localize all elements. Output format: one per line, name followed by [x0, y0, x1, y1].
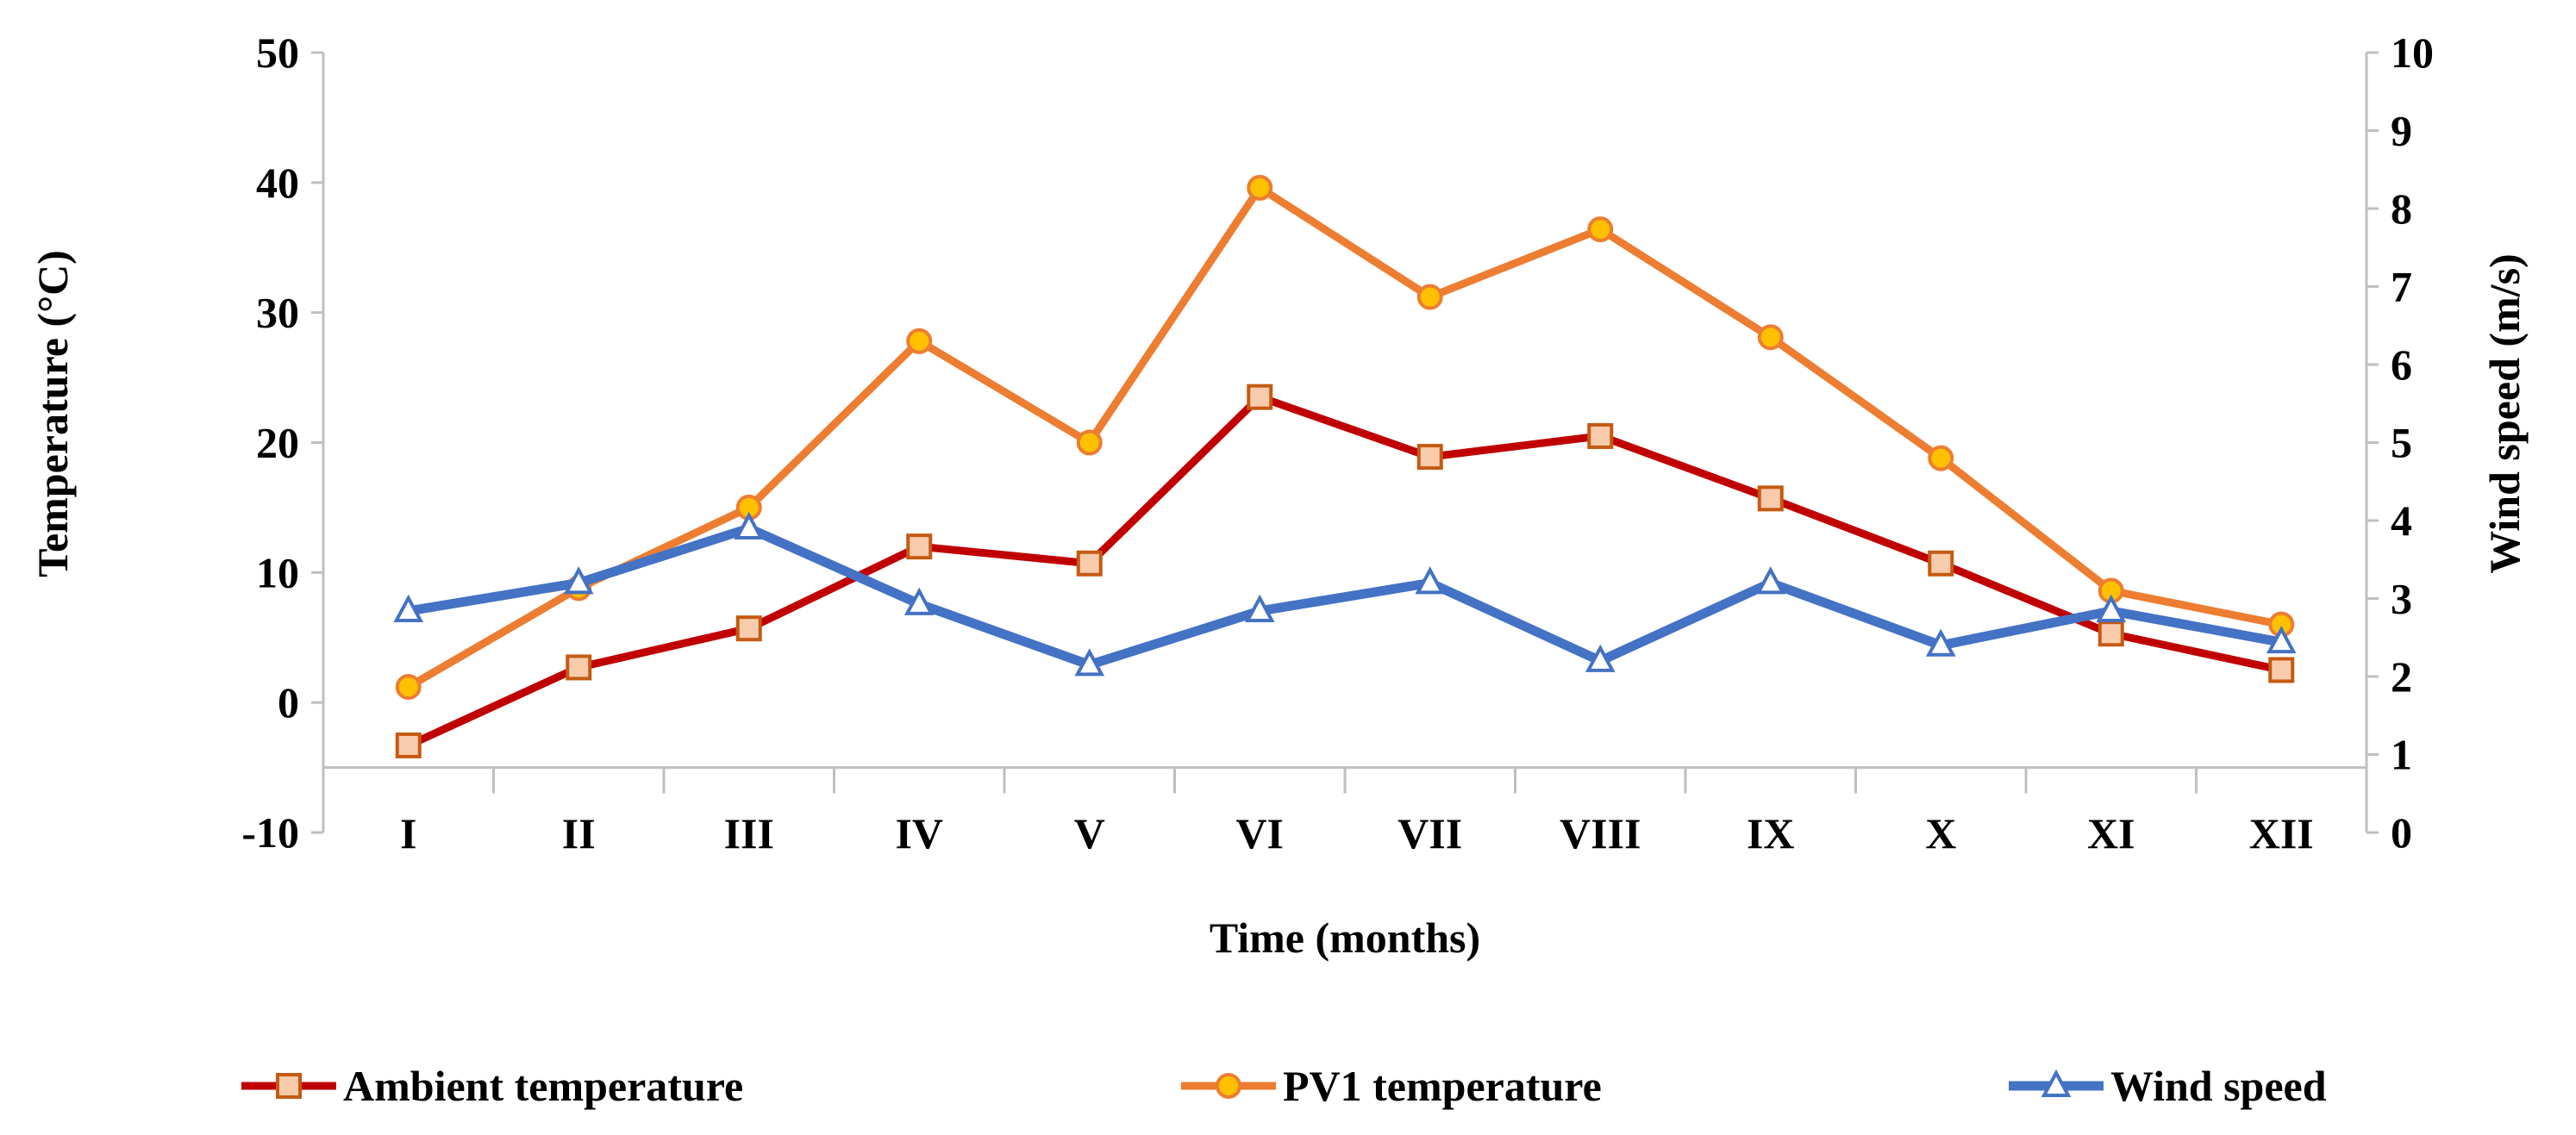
x-tick-label: VI	[1235, 809, 1284, 857]
x-tick-label: I	[400, 809, 416, 857]
wind-speed-point	[1755, 566, 1786, 595]
ambient-temperature-point	[566, 654, 592, 681]
ambient-temperature-point	[1587, 422, 1614, 449]
legend-marker-square-icon	[276, 1073, 302, 1099]
y-tick-label: 30	[256, 289, 299, 337]
series-pv1-temperature	[395, 174, 2295, 701]
wind-speed-point	[2266, 625, 2297, 654]
y-tick-label: 20	[256, 419, 299, 467]
ambient-temperature-point	[1416, 444, 1443, 471]
x-tick-label: X	[1925, 809, 1956, 857]
wind-speed-point	[1925, 628, 1956, 657]
pv1-temperature-point	[1416, 284, 1443, 310]
y-tick-label: 0	[278, 678, 299, 727]
y2-tick-label: 9	[2391, 107, 2412, 155]
ambient-temperature-point	[1076, 550, 1103, 577]
x-tick-label: V	[1074, 809, 1105, 857]
y2-tick-label: 4	[2391, 496, 2412, 545]
pv1-temperature-point	[906, 327, 933, 354]
y-tick-label: 10	[256, 548, 299, 596]
legend-marker-circle-icon	[1216, 1073, 1241, 1099]
ambient-temperature-point	[735, 615, 762, 642]
pv1-temperature-point	[1928, 445, 1954, 471]
legend-label: Ambient temperature	[343, 1062, 743, 1110]
y-tick-label: -10	[241, 808, 299, 857]
x-axis-title: Time (months)	[1210, 914, 1480, 962]
legend-item-ambient-temperature: Ambient temperature	[241, 1062, 743, 1110]
ambient-temperature-point	[1757, 485, 1784, 512]
y2-tick-label: 1	[2391, 731, 2412, 779]
ambient-temperature-point	[906, 533, 933, 560]
pv1-temperature-point	[395, 674, 422, 701]
ambient-temperature-point	[2098, 621, 2124, 647]
legend-label: Wind speed	[2110, 1062, 2327, 1110]
y2-tick-label: 5	[2391, 419, 2412, 467]
wind-speed-point	[1074, 648, 1105, 677]
pv1-temperature-point	[1757, 324, 1784, 351]
wind-speed-point	[393, 594, 424, 622]
y-axis-title: Temperature (°C)	[28, 250, 77, 577]
series-layer	[393, 174, 2297, 758]
legend-label: PV1 temperature	[1283, 1062, 1602, 1110]
wind-speed-point	[734, 511, 765, 540]
wind-speed-point	[2096, 594, 2127, 622]
y2-tick-label: 2	[2391, 652, 2412, 701]
y2-tick-label: 3	[2391, 575, 2412, 623]
x-tick-label: XII	[2249, 809, 2314, 857]
wind-speed-point	[1244, 594, 1275, 622]
y-tick-label: 40	[256, 159, 299, 207]
legend: Ambient temperature PV1 temperature Wind s…	[241, 1062, 2327, 1110]
ambient-temperature-point	[395, 732, 422, 758]
x-tick-label: III	[724, 809, 774, 857]
y2-tick-label: 0	[2391, 808, 2412, 857]
pv1-temperature-point	[1076, 429, 1103, 456]
x-tick-label: VII	[1397, 809, 1462, 857]
wind-speed-point	[1585, 644, 1616, 672]
y2-tick-label: 6	[2391, 340, 2412, 389]
legend-marker-triangle-icon	[2041, 1069, 2072, 1097]
legend-item-wind-speed: Wind speed	[2009, 1062, 2327, 1110]
pv1-temperature-point	[1587, 216, 1614, 243]
x-tick-label: VIII	[1560, 809, 1641, 857]
wind-speed-point	[563, 566, 594, 595]
ambient-temperature-point	[2268, 657, 2295, 683]
x-tick-label: IX	[1747, 809, 1795, 857]
x-tick-label: XI	[2087, 809, 2135, 857]
x-tick-label: II	[562, 809, 596, 857]
y2-tick-label: 8	[2391, 184, 2412, 233]
wind-speed-point	[1415, 566, 1446, 595]
ambient-temperature-point	[1928, 550, 1954, 577]
ambient-temperature-line	[406, 393, 2283, 750]
y2-tick-label: 7	[2391, 263, 2412, 311]
wind-speed-line	[407, 523, 2283, 670]
y2-tick-label: 10	[2391, 28, 2434, 77]
x-tick-label: IV	[895, 809, 943, 857]
series-wind-speed	[393, 511, 2297, 677]
y-tick-label: 50	[256, 28, 299, 77]
pv1-temperature-line	[406, 184, 2283, 690]
series-ambient-temperature	[395, 384, 2295, 758]
y2-axis-title: Wind speed (m/s)	[2480, 253, 2529, 573]
legend-item-pv1-temperature: PV1 temperature	[1181, 1062, 1602, 1110]
ambient-temperature-point	[1247, 384, 1273, 410]
wind-speed-point	[903, 587, 935, 615]
pv1-temperature-point	[1247, 174, 1273, 201]
